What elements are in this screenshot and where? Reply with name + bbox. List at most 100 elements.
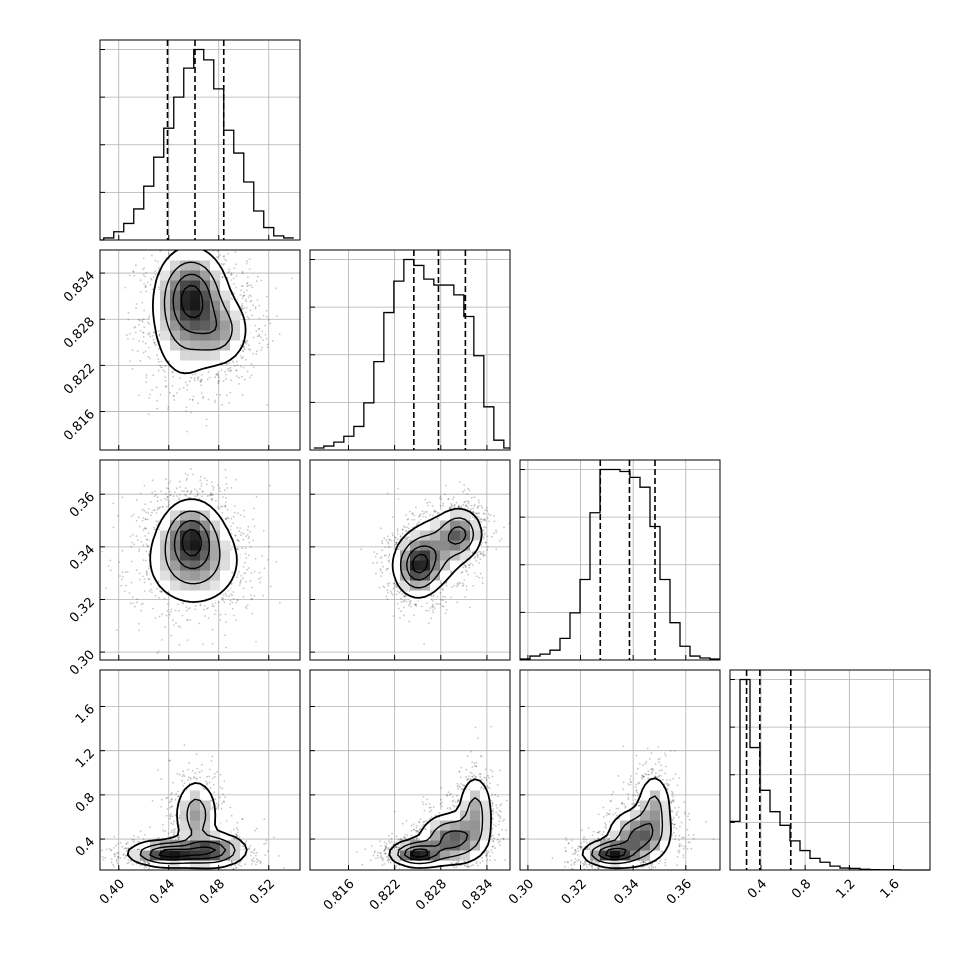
sample-point (228, 370, 230, 372)
sample-point (201, 392, 203, 394)
sample-point (219, 246, 221, 248)
sample-point (158, 348, 160, 350)
sample-point (147, 545, 149, 547)
sample-point (186, 384, 188, 386)
sample-point (243, 516, 245, 518)
sample-point (161, 639, 163, 641)
sample-point (276, 561, 278, 563)
sample-point (143, 529, 145, 531)
sample-point (172, 619, 174, 621)
sample-point (202, 233, 204, 235)
sample-point (108, 230, 110, 232)
sample-point (229, 392, 231, 394)
sample-point (255, 306, 257, 308)
sample-point (235, 251, 237, 253)
sample-point (179, 644, 181, 646)
sample-point (236, 370, 238, 372)
sample-point (178, 245, 180, 247)
sample-point (196, 490, 198, 492)
sample-point (206, 480, 208, 482)
sample-point (196, 247, 198, 249)
sample-point (225, 231, 227, 233)
sample-point (158, 597, 160, 599)
sample-point (160, 490, 162, 492)
sample-point (237, 512, 239, 514)
sample-point (166, 487, 168, 489)
sample-point (231, 487, 233, 489)
sample-point (254, 571, 256, 573)
sample-point (151, 225, 153, 227)
sample-point (224, 258, 226, 260)
sample-point (175, 622, 177, 624)
sample-point (184, 246, 186, 248)
sample-point (238, 874, 240, 876)
sample-point (179, 481, 181, 483)
sample-point (145, 560, 147, 562)
sample-point (156, 408, 158, 410)
sample-point (243, 573, 245, 575)
sample-point (145, 519, 147, 521)
sample-point (174, 491, 176, 493)
density-cell (190, 570, 201, 581)
sample-point (157, 500, 159, 502)
sample-point (199, 480, 201, 482)
sample-point (176, 233, 178, 235)
sample-point (234, 512, 236, 514)
sample-point (147, 518, 149, 520)
sample-point (113, 527, 115, 529)
sample-point (185, 410, 187, 412)
sample-point (171, 371, 173, 373)
sample-point (160, 394, 162, 396)
sample-point (256, 496, 258, 498)
sample-point (186, 606, 188, 608)
sample-point (246, 569, 248, 571)
sample-point (115, 845, 117, 847)
sample-point (186, 235, 188, 237)
sample-point (259, 582, 261, 584)
sample-point (164, 371, 166, 373)
sample-point (213, 487, 215, 489)
sample-point (166, 615, 168, 617)
sample-point (149, 590, 151, 592)
sample-point (170, 609, 172, 611)
sample-point (136, 601, 138, 603)
sample-point (213, 605, 215, 607)
sample-point (169, 392, 171, 394)
sample-point (217, 251, 219, 253)
sample-point (200, 381, 202, 383)
sample-point (201, 379, 203, 381)
sample-point (237, 574, 239, 576)
sample-point (217, 506, 219, 508)
sample-point (208, 372, 210, 374)
sample-point (268, 319, 270, 321)
sample-point (237, 364, 239, 366)
sample-point (233, 283, 235, 285)
sample-point (250, 309, 252, 311)
sample-point (155, 494, 157, 496)
density-cell (210, 350, 221, 361)
sample-point (178, 497, 180, 499)
sample-point (213, 784, 215, 786)
sample-point (129, 592, 131, 594)
sample-point (169, 481, 171, 483)
sample-point (144, 590, 146, 592)
sample-point (238, 383, 240, 385)
sample-point (173, 395, 175, 397)
sample-point (243, 367, 245, 369)
sample-point (258, 334, 260, 336)
sample-point (263, 315, 265, 317)
sample-point (263, 843, 265, 845)
sample-point (262, 339, 264, 341)
sample-point (212, 494, 214, 496)
sample-point (173, 624, 175, 626)
sample-point (250, 284, 252, 286)
sample-point (183, 490, 185, 492)
sample-point (255, 641, 257, 643)
sample-point (169, 491, 171, 493)
sample-point (148, 397, 150, 399)
sample-point (251, 613, 253, 615)
sample-point (135, 307, 137, 309)
sample-point (204, 615, 206, 617)
sample-point (208, 242, 210, 244)
sample-point (168, 253, 170, 255)
